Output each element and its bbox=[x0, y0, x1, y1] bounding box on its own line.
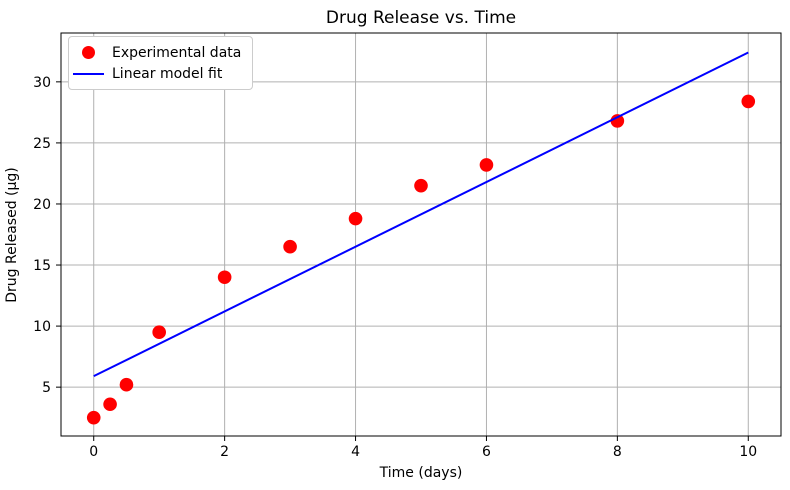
data-point bbox=[741, 94, 756, 109]
x-tick-label: 2 bbox=[220, 444, 229, 460]
grid-layer bbox=[61, 33, 781, 436]
x-tick-label: 6 bbox=[482, 444, 491, 460]
legend-item-linear-model-fit: Linear model fit bbox=[72, 63, 241, 84]
axes-layer bbox=[56, 32, 782, 441]
legend-item-experimental-data: Experimental data bbox=[72, 42, 241, 63]
x-tick-label: 10 bbox=[739, 444, 757, 460]
y-tick-label: 5 bbox=[42, 380, 51, 396]
data-point bbox=[414, 178, 428, 193]
red-dot-icon bbox=[82, 46, 95, 59]
scatter-marker-icon bbox=[72, 46, 105, 59]
blue-line-icon bbox=[73, 72, 104, 75]
x-tick-label: 8 bbox=[613, 444, 622, 460]
x-axis-label: Time (days) bbox=[379, 465, 463, 481]
y-tick-label: 10 bbox=[33, 319, 51, 335]
tick-label-layer: 0 2 4 6 8 10 5 10 15 20 25 30 bbox=[33, 75, 757, 460]
y-axis-label: Drug Released (µg) bbox=[4, 167, 20, 303]
line-swatch-icon bbox=[72, 72, 105, 75]
legend-label: Linear model fit bbox=[112, 65, 223, 82]
plot-border bbox=[60, 32, 782, 437]
series-layer bbox=[86, 51, 756, 425]
fit-line bbox=[93, 51, 749, 378]
legend-label: Experimental data bbox=[112, 44, 242, 61]
y-tick-label: 25 bbox=[33, 136, 51, 152]
data-point bbox=[103, 397, 117, 412]
y-tick-label: 30 bbox=[33, 75, 51, 91]
x-tick-label: 4 bbox=[351, 444, 360, 460]
y-tick-label: 20 bbox=[33, 197, 51, 213]
data-point bbox=[348, 211, 363, 226]
data-point bbox=[479, 158, 494, 172]
data-point bbox=[217, 270, 232, 285]
data-point bbox=[119, 377, 134, 392]
y-tick-label: 15 bbox=[33, 258, 51, 274]
data-point bbox=[610, 114, 625, 128]
x-tick-label: 0 bbox=[89, 444, 98, 460]
data-point bbox=[86, 410, 101, 425]
data-point bbox=[152, 325, 166, 339]
data-point bbox=[283, 239, 297, 254]
legend: Experimental data Linear model fit bbox=[68, 36, 254, 90]
chart-title: Drug Release vs. Time bbox=[326, 8, 516, 28]
